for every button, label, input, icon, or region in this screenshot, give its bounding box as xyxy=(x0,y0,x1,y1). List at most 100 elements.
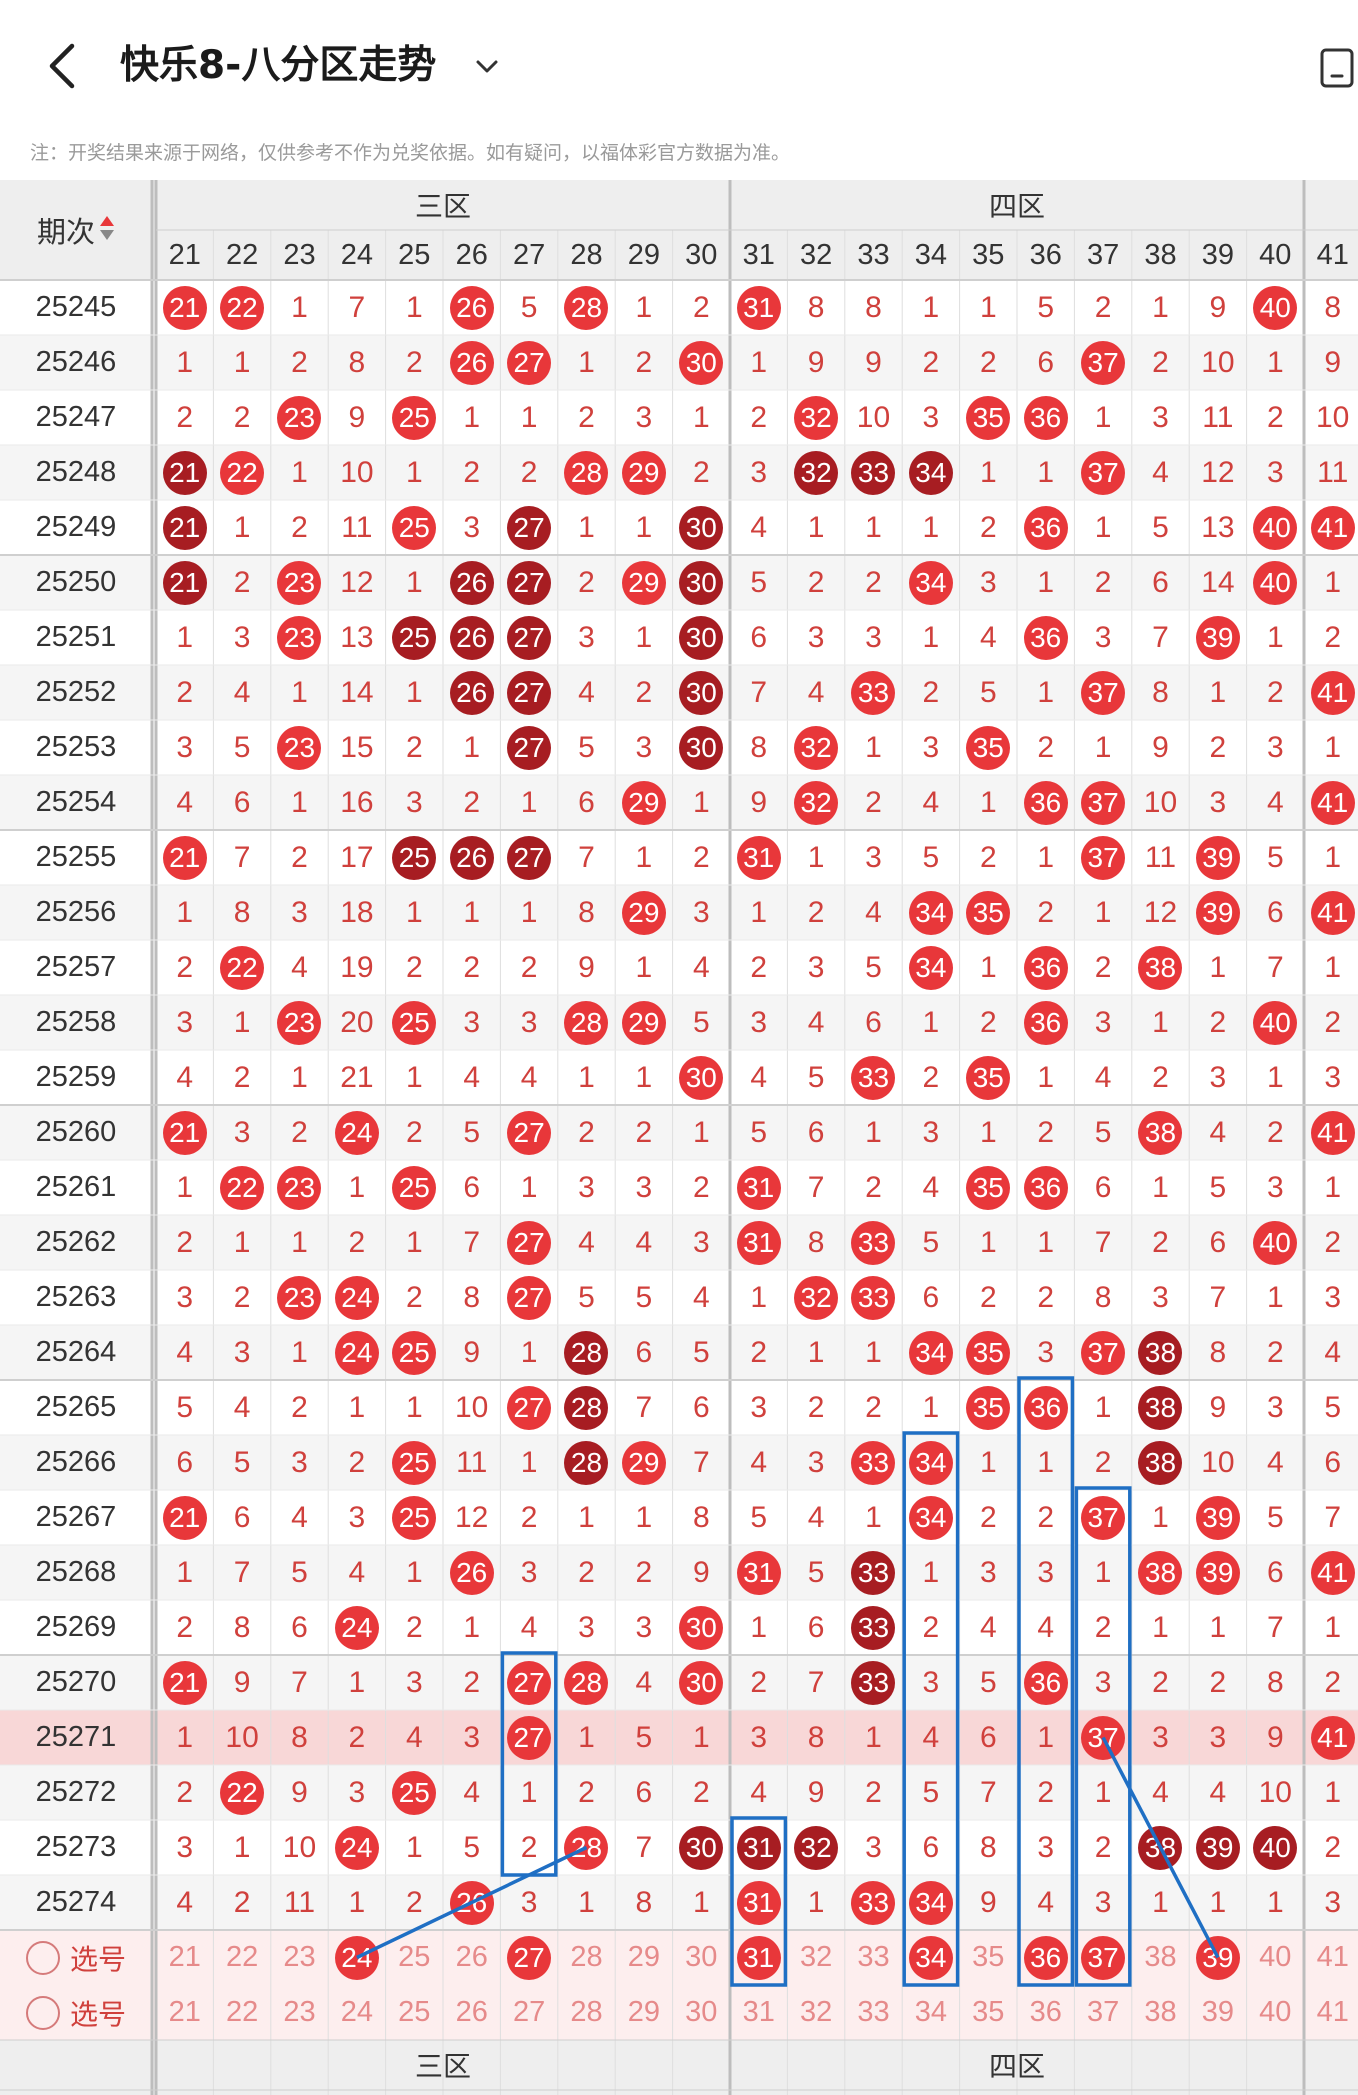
pick-cell[interactable]: 38 xyxy=(1132,1930,1189,1985)
selected-number-ball[interactable]: 34 xyxy=(908,1935,953,1980)
table-cell: 8 xyxy=(1132,665,1189,720)
pick-cell[interactable]: 40 xyxy=(1247,1930,1304,1985)
table-cell: 3 xyxy=(1132,1710,1189,1765)
pick-cell[interactable]: 32 xyxy=(787,1985,844,2040)
pick-number: 40 xyxy=(1259,1941,1292,1973)
table-cell: 3 xyxy=(1189,1710,1246,1765)
pick-cell[interactable]: 28 xyxy=(558,1985,615,2040)
pick-cell[interactable]: 29 xyxy=(615,1930,672,1985)
pick-cell[interactable]: 27 xyxy=(500,1985,557,2040)
table-cell: 1 xyxy=(213,1215,270,1270)
table-cell: 34 xyxy=(902,940,959,995)
pick-cell[interactable]: 40 xyxy=(1247,1985,1304,2040)
period-cell: 25255 xyxy=(0,830,152,885)
table-cell: 3 xyxy=(500,995,557,1050)
pick-cell[interactable]: 31 xyxy=(730,1930,787,1985)
miss-count: 1 xyxy=(405,675,423,709)
selected-number-ball[interactable]: 36 xyxy=(1023,1935,1068,1980)
table-cell: 3 xyxy=(1074,1655,1131,1710)
table-cell: 4 xyxy=(902,775,959,830)
miss-count: 4 xyxy=(979,1610,997,1644)
drawn-number-ball: 40 xyxy=(1253,505,1298,550)
zone-header-3: 三区 xyxy=(156,180,730,230)
trend-table[interactable]: 期次 三区 四区 21 22 23 24 25 26 27 28 29 30 31 32 33 34 35 36 37… xyxy=(0,180,1358,2095)
miss-count: 5 xyxy=(1037,290,1055,324)
pick-cell[interactable]: 26 xyxy=(443,1985,500,2040)
pick-cell[interactable]: 36 xyxy=(1017,1985,1074,2040)
pick-row-label-cell[interactable]: 选号 xyxy=(0,1930,152,1985)
pick-cell[interactable]: 30 xyxy=(673,1985,730,2040)
pick-cell[interactable]: 23 xyxy=(271,1985,328,2040)
pick-cell[interactable]: 34 xyxy=(902,1930,959,1985)
table-cell: 3 xyxy=(558,1600,615,1655)
pick-cell[interactable]: 25 xyxy=(386,1985,443,2040)
table-cell: 34 xyxy=(902,885,959,940)
back-button[interactable] xyxy=(40,38,88,94)
selected-number-ball[interactable]: 27 xyxy=(507,1935,552,1980)
drawn-number-ball: 29 xyxy=(621,560,666,605)
miss-count: 5 xyxy=(233,1445,251,1479)
pick-cell[interactable]: 29 xyxy=(615,1985,672,2040)
pick-cell[interactable]: 24 xyxy=(328,1985,385,2040)
pick-cell[interactable]: 33 xyxy=(845,1985,902,2040)
pick-cell[interactable]: 22 xyxy=(213,1930,270,1985)
miss-count: 2 xyxy=(291,510,308,544)
pick-cell[interactable]: 35 xyxy=(960,1985,1017,2040)
table-cell: 2 xyxy=(443,445,500,500)
pick-cell[interactable]: 36 xyxy=(1017,1930,1074,1985)
pick-cell[interactable]: 21 xyxy=(156,1930,213,1985)
table-cell: 37 xyxy=(1074,1710,1131,1765)
pick-cell[interactable]: 25 xyxy=(386,1930,443,1985)
table-cell: 21 xyxy=(156,1490,213,1545)
pick-cell[interactable]: 34 xyxy=(902,1985,959,2040)
pick-cell[interactable]: 23 xyxy=(271,1930,328,1985)
sort-icon[interactable] xyxy=(99,214,115,247)
pick-cell[interactable]: 39 xyxy=(1189,1985,1246,2040)
pick-cell[interactable]: 41 xyxy=(1304,1985,1358,2040)
pick-cell[interactable]: 38 xyxy=(1132,1985,1189,2040)
phone-button[interactable] xyxy=(1318,46,1358,90)
pick-cell[interactable]: 31 xyxy=(730,1985,787,2040)
table-cell: 2 xyxy=(1304,610,1358,665)
pick-cell[interactable]: 24 xyxy=(328,1930,385,1985)
pick-cell[interactable]: 35 xyxy=(960,1930,1017,1985)
miss-count: 1 xyxy=(1209,675,1227,709)
miss-count: 11 xyxy=(341,510,373,544)
pick-cell[interactable]: 22 xyxy=(213,1985,270,2040)
table-cell: 3 xyxy=(845,1820,902,1875)
period-header[interactable]: 期次 xyxy=(0,180,152,280)
table-cell: 13 xyxy=(328,610,385,665)
table-cell: 2 xyxy=(902,665,959,720)
table-cell: 1 xyxy=(213,1820,270,1875)
table-cell: 2 xyxy=(845,1765,902,1820)
pick-cell[interactable]: 21 xyxy=(156,1985,213,2040)
radio-circle-icon[interactable] xyxy=(25,1940,60,1975)
pick-cell[interactable]: 37 xyxy=(1074,1985,1131,2040)
selected-number-ball[interactable]: 31 xyxy=(736,1935,781,1980)
miss-count: 6 xyxy=(291,1610,308,1644)
chevron-down-icon xyxy=(476,60,498,73)
selected-number-ball[interactable]: 37 xyxy=(1081,1935,1126,1980)
table-cell: 5 xyxy=(787,1545,844,1600)
pick-cell[interactable]: 32 xyxy=(787,1930,844,1985)
selected-number-ball[interactable]: 39 xyxy=(1195,1935,1240,1980)
table-cell: 12 xyxy=(443,1490,500,1545)
pick-cell[interactable]: 33 xyxy=(845,1930,902,1985)
title-dropdown-toggle[interactable] xyxy=(470,52,504,82)
drawn-number-ball: 30 xyxy=(679,1825,724,1870)
pick-cell[interactable]: 37 xyxy=(1074,1930,1131,1985)
miss-count: 3 xyxy=(405,1665,423,1699)
pick-cell[interactable]: 30 xyxy=(673,1930,730,1985)
table-cell: 1 xyxy=(1074,1380,1131,1435)
drawn-number-ball: 37 xyxy=(1081,1495,1126,1540)
pick-cell[interactable]: 27 xyxy=(500,1930,557,1985)
drawn-number-ball: 41 xyxy=(1310,670,1355,715)
pick-cell[interactable]: 28 xyxy=(558,1930,615,1985)
miss-count: 5 xyxy=(635,1720,653,1754)
pick-cell[interactable]: 26 xyxy=(443,1930,500,1985)
radio-circle-icon[interactable] xyxy=(25,1995,60,2030)
pick-cell[interactable]: 39 xyxy=(1189,1930,1246,1985)
selected-number-ball[interactable]: 24 xyxy=(334,1935,379,1980)
pick-row-label-cell[interactable]: 选号 xyxy=(0,1985,152,2040)
pick-cell[interactable]: 41 xyxy=(1304,1930,1358,1985)
